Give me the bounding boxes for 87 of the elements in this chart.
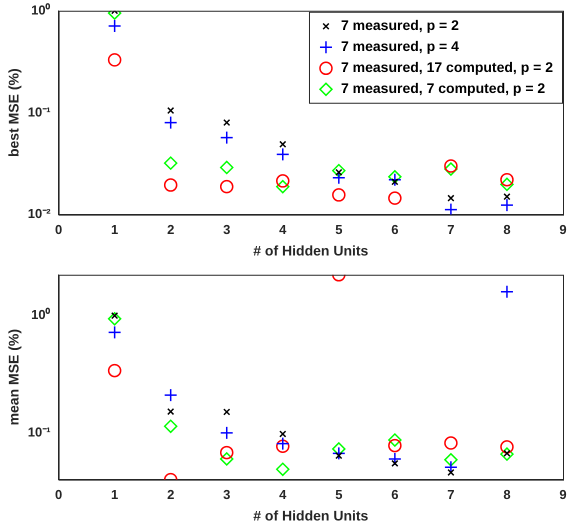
point <box>220 446 234 460</box>
point <box>444 453 458 467</box>
point <box>332 164 346 178</box>
x-tick-label: 0 <box>54 486 62 502</box>
x-tick-label: 8 <box>503 486 511 502</box>
x-tick-label: 5 <box>335 486 342 502</box>
x-tick-label: 7 <box>447 222 455 237</box>
point <box>335 452 342 460</box>
y-tick-label: 10⁻² <box>28 206 52 222</box>
x-tick-label: 2 <box>167 222 174 237</box>
point <box>164 156 178 170</box>
point <box>447 468 454 476</box>
x-tick-label: 1 <box>111 222 118 237</box>
x-tick-label: 8 <box>503 222 511 237</box>
point <box>220 452 234 466</box>
point <box>223 408 230 416</box>
point <box>279 140 286 148</box>
x-tick-label: 1 <box>111 486 118 502</box>
x-tick-label: 6 <box>391 486 398 502</box>
point <box>164 388 178 402</box>
point <box>444 202 458 215</box>
point <box>276 174 290 188</box>
legend-label: 7 measured, p = 2 <box>340 17 460 34</box>
point <box>388 433 402 447</box>
point <box>276 180 290 194</box>
point <box>276 439 290 453</box>
y-tick-label: 10⁰ <box>31 2 51 18</box>
point <box>220 160 234 174</box>
point <box>444 159 458 173</box>
point <box>391 460 398 467</box>
point <box>164 420 178 434</box>
point <box>500 440 514 454</box>
x-tick-label: 7 <box>447 486 455 502</box>
legend-label: 7 measured, p = 4 <box>340 38 460 54</box>
point <box>447 194 454 202</box>
x-axis-title: # of Hidden Units <box>253 242 369 258</box>
x-tick-label: 9 <box>559 222 567 237</box>
point <box>279 430 286 438</box>
point <box>108 312 122 326</box>
y-tick-label: 10⁻¹ <box>28 424 51 440</box>
point <box>500 284 514 298</box>
point <box>332 446 346 460</box>
point <box>500 178 514 192</box>
x-tick-label: 6 <box>391 222 398 237</box>
x-tick-label: 2 <box>167 486 174 502</box>
x-tick-label: 4 <box>279 222 288 237</box>
point <box>332 188 346 202</box>
point <box>388 172 402 186</box>
point <box>276 462 290 476</box>
x-tick-label: 3 <box>223 486 230 502</box>
point <box>220 130 234 144</box>
point <box>108 364 122 378</box>
point <box>220 426 234 440</box>
x-tick-label: 5 <box>335 222 342 237</box>
x-axis-title: # of Hidden Units <box>253 507 369 524</box>
point <box>500 198 514 212</box>
x-tick-label: 0 <box>54 222 62 237</box>
point <box>388 438 402 452</box>
point <box>108 326 122 340</box>
y-tick-label: 10⁰ <box>31 307 51 322</box>
legend-label: 7 measured, 17 computed, p = 2 <box>340 59 554 76</box>
point <box>388 452 402 466</box>
x-tick-label: 9 <box>559 486 567 502</box>
y-tick-label: 10⁻¹ <box>28 104 51 120</box>
point <box>391 178 398 186</box>
point <box>503 193 511 200</box>
x-tick-label: 3 <box>223 222 230 237</box>
point <box>388 191 402 205</box>
point <box>164 116 178 130</box>
y-axis-title: best MSE (%) <box>5 68 22 158</box>
point <box>167 408 174 416</box>
point <box>167 106 174 114</box>
point <box>444 436 458 450</box>
point <box>164 178 178 192</box>
y-axis-title: mean MSE (%) <box>5 328 22 426</box>
point <box>444 162 458 176</box>
point <box>500 447 514 461</box>
x-tick-label: 4 <box>279 486 288 502</box>
point <box>388 170 402 184</box>
legend-label: 7 measured, 7 computed, p = 2 <box>340 80 546 96</box>
point <box>220 180 234 194</box>
point <box>500 172 514 186</box>
point <box>108 53 122 67</box>
point <box>223 118 230 126</box>
point <box>276 148 290 162</box>
point <box>276 436 290 450</box>
point <box>108 19 122 33</box>
